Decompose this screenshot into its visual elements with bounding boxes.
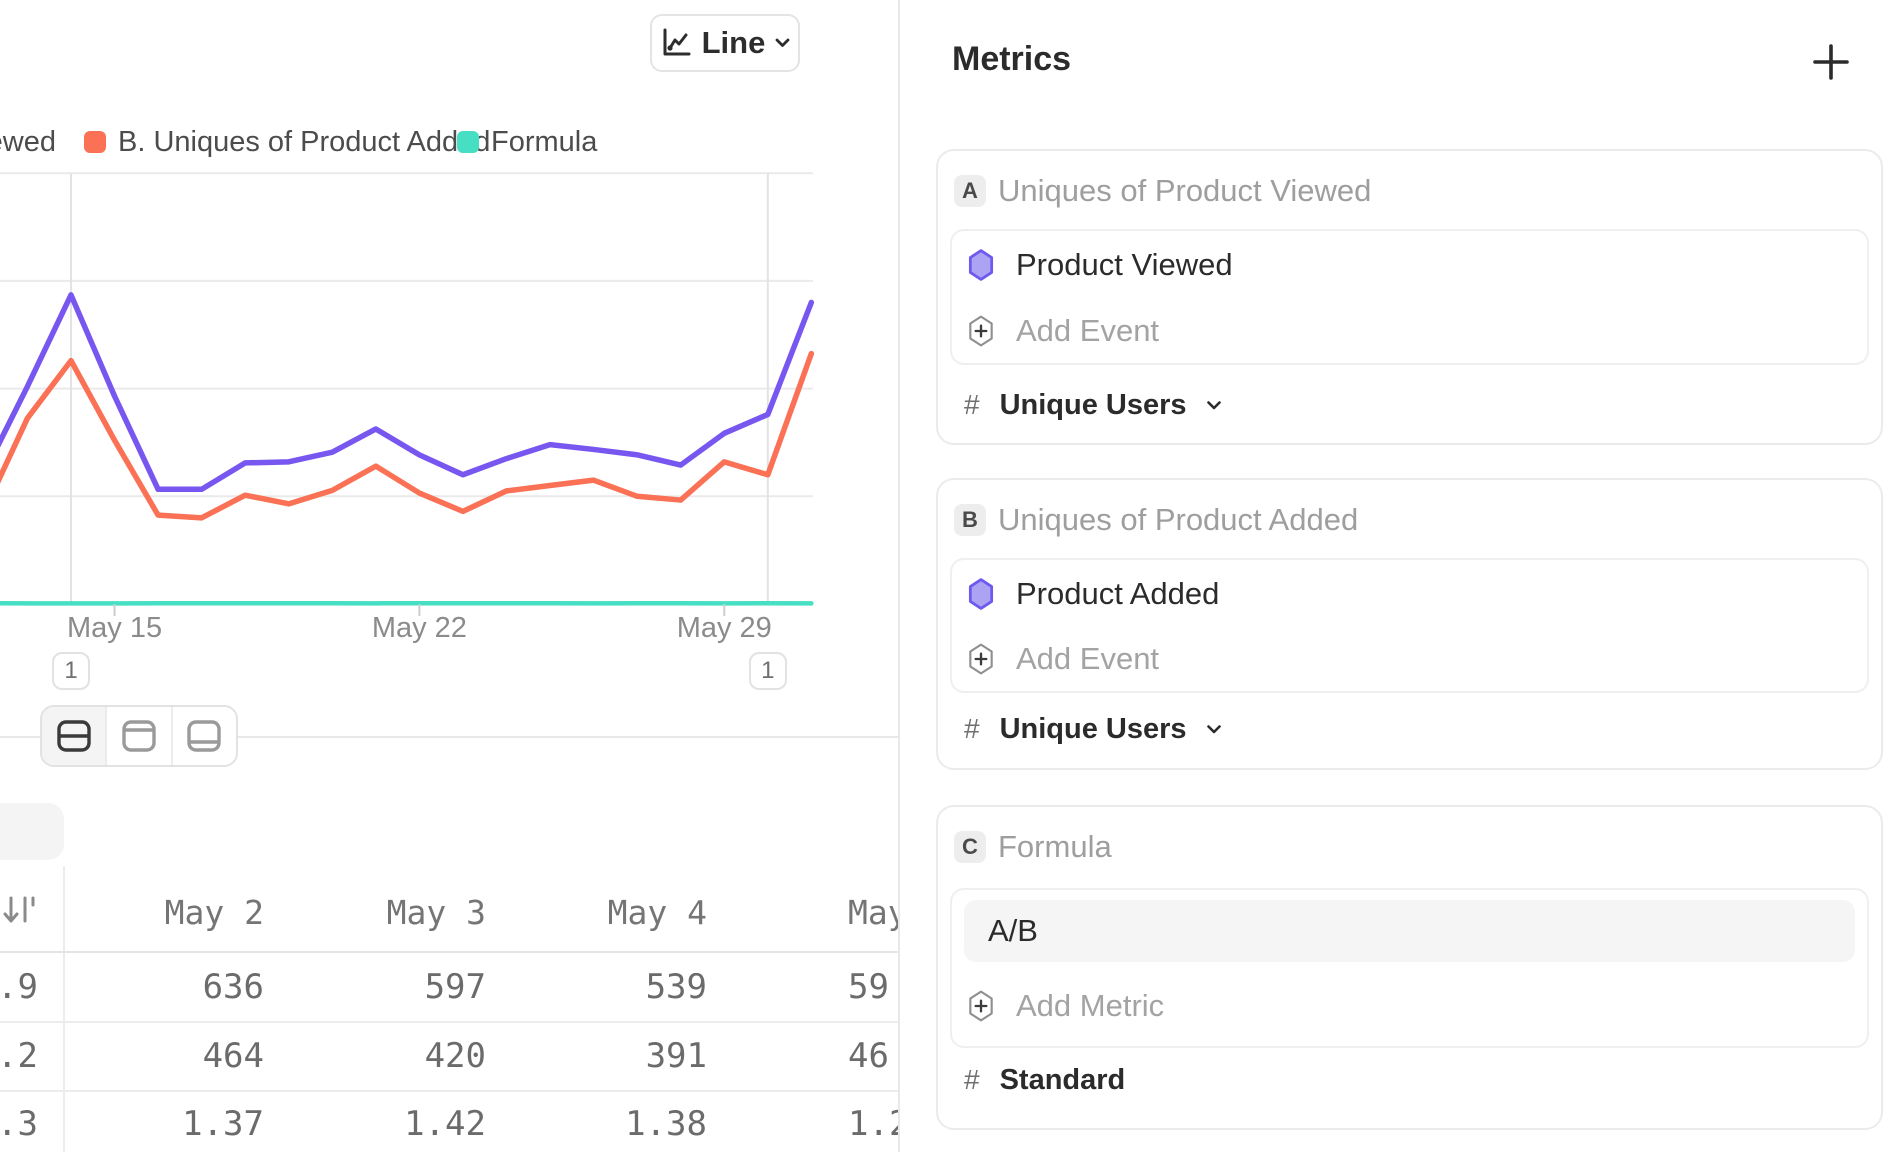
table-corner-pill[interactable] <box>0 803 64 860</box>
table-cell[interactable]: 1.42 <box>404 1104 486 1144</box>
chart-type-label: Line <box>701 25 766 60</box>
table-cell[interactable]: 539 <box>645 967 707 1007</box>
annotation-marker[interactable]: 1 <box>52 652 90 690</box>
table-cell[interactable]: 420 <box>424 1036 486 1076</box>
metric-badge-a: A <box>954 175 986 207</box>
annotation-marker[interactable]: 1 <box>748 652 787 690</box>
add-metric-label: Add Metric <box>1016 988 1165 1023</box>
layout-split-icon <box>56 720 91 752</box>
measure-label: Standard <box>999 1063 1126 1096</box>
chevron-down-icon <box>1206 400 1221 410</box>
layout-split-button[interactable] <box>42 707 106 765</box>
legend-item-c[interactable]: Formula <box>457 126 597 158</box>
table-cell[interactable]: 636 <box>202 967 264 1007</box>
measure-hash: # <box>964 1064 980 1095</box>
legend-label-a: A. Uniques of Product Viewed <box>0 125 56 158</box>
add-event-button[interactable]: Add Event <box>968 313 1851 349</box>
layout-chart-only-button[interactable] <box>105 707 171 765</box>
event-box: Product Viewed Add Event <box>950 229 1869 365</box>
add-metric-panel-button[interactable] <box>1805 36 1857 88</box>
formula-box: A/B Add Metric <box>950 888 1869 1048</box>
measure-label: Unique Users <box>999 388 1187 421</box>
panel-title: Metrics <box>952 40 1072 78</box>
plus-icon <box>1810 41 1852 83</box>
table-row-label: .2 <box>0 1036 38 1076</box>
event-name: Product Viewed <box>1016 247 1233 282</box>
metric-card-a[interactable]: A Uniques of Product Viewed Product View… <box>936 149 1883 445</box>
add-hexagon-icon <box>968 643 994 675</box>
measure-selector[interactable]: # Unique Users <box>964 389 1221 421</box>
metric-card-c[interactable]: C Formula A/B Add Metric # Standard <box>936 805 1883 1130</box>
add-metric-button[interactable]: Add Metric <box>968 988 1851 1024</box>
table-cell[interactable]: 1.2 <box>848 1104 899 1144</box>
line-chart[interactable] <box>0 0 899 760</box>
chart-type-button[interactable]: Line <box>650 14 800 72</box>
legend-swatch-b <box>84 131 106 153</box>
chart-canvas: Line A. Uniques of Product Viewed B. Uni… <box>0 0 899 1152</box>
add-hexagon-icon <box>968 990 994 1022</box>
measure-hash: # <box>964 389 980 420</box>
layout-table-only-button[interactable] <box>170 707 236 765</box>
legend-item-a[interactable]: A. Uniques of Product Viewed <box>0 126 56 158</box>
measure-hash: # <box>964 713 980 744</box>
table-header-cell[interactable]: May 4 <box>607 893 707 932</box>
chevron-down-icon <box>1206 724 1221 734</box>
table-cell[interactable]: 1.38 <box>625 1104 707 1144</box>
metric-badge-b: B <box>954 504 986 536</box>
table-cell[interactable]: 391 <box>645 1036 707 1076</box>
table-cell[interactable]: 597 <box>424 967 486 1007</box>
table-header-cell[interactable]: May <box>848 893 899 932</box>
legend-label-c: Formula <box>491 125 598 158</box>
line-chart-icon <box>660 27 692 59</box>
metric-title-b: Uniques of Product Added <box>998 502 1359 537</box>
layout-bottom-bar-icon <box>187 720 222 752</box>
layout-toggle-group <box>40 705 238 767</box>
event-row-product-added[interactable]: Product Added <box>968 576 1851 612</box>
chevron-down-icon <box>775 38 790 48</box>
legend-label-b: B. Uniques of Product Added <box>118 125 491 158</box>
table-cell[interactable]: 46 <box>848 1036 889 1076</box>
legend-item-b[interactable]: B. Uniques of Product Added <box>84 126 490 158</box>
table-cell[interactable]: 464 <box>202 1036 264 1076</box>
x-axis-label: May 22 <box>371 612 467 644</box>
panel-divider <box>898 0 900 1152</box>
x-axis-label: May 15 <box>66 612 163 644</box>
event-hexagon-icon <box>968 578 994 610</box>
series-line-b[interactable] <box>0 350 815 521</box>
metric-title-a: Uniques of Product Viewed <box>998 173 1372 208</box>
table-header-cell[interactable]: May 3 <box>386 893 486 932</box>
metric-badge-c: C <box>954 831 986 863</box>
table-row-label: .3 <box>0 1104 38 1144</box>
table-row-border <box>0 1090 899 1092</box>
sort-descending-icon[interactable] <box>2 893 36 934</box>
event-row-product-viewed[interactable]: Product Viewed <box>968 247 1851 283</box>
table-cell[interactable]: 1.37 <box>182 1104 264 1144</box>
legend-swatch-c <box>457 131 479 153</box>
table-header-border <box>0 951 899 953</box>
event-hexagon-icon <box>968 249 994 281</box>
event-name: Product Added <box>1016 576 1220 611</box>
measure-selector[interactable]: # Unique Users <box>964 713 1221 745</box>
series-line-a[interactable] <box>0 292 815 493</box>
measure-label: Unique Users <box>999 712 1187 745</box>
table-column-divider <box>63 866 65 1152</box>
metric-title-c: Formula <box>998 829 1112 864</box>
table-cell[interactable]: 59 <box>848 967 889 1007</box>
formula-input[interactable]: A/B <box>964 900 1855 962</box>
add-event-label: Add Event <box>1016 313 1160 348</box>
layout-top-bar-icon <box>122 720 156 752</box>
measure-selector[interactable]: # Standard <box>964 1064 1125 1096</box>
add-event-button[interactable]: Add Event <box>968 641 1851 677</box>
x-axis-label: May 29 <box>676 612 772 644</box>
add-hexagon-icon <box>968 315 994 347</box>
event-box: Product Added Add Event <box>950 558 1869 693</box>
add-event-label: Add Event <box>1016 641 1160 676</box>
table-header-cell[interactable]: May 2 <box>164 893 264 932</box>
metric-card-b[interactable]: B Uniques of Product Added Product Added <box>936 478 1883 770</box>
table-row-label: .9 <box>0 967 38 1007</box>
table-row-border <box>0 1021 899 1023</box>
section-divider <box>0 736 899 738</box>
